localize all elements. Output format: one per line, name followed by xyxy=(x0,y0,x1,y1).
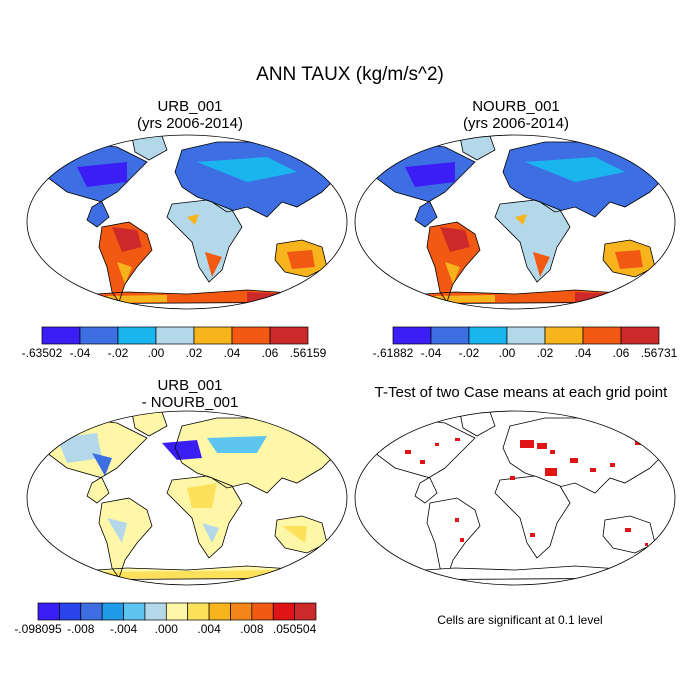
colorbar-tick-label: .02 xyxy=(186,346,203,360)
ttest-note: Cells are significant at 0.1 level xyxy=(437,613,603,627)
colorbar-swatch xyxy=(187,602,210,621)
colorbar-swatch xyxy=(123,602,146,621)
colorbar-tick-label: .56731 xyxy=(641,346,678,360)
colorbar-tick-label: .000 xyxy=(155,622,179,636)
colorbar-swatch xyxy=(165,602,189,621)
panel-title-nourb-line2: (yrs 2006-2014) xyxy=(463,115,569,132)
colorbar-swatch xyxy=(144,602,167,621)
colorbar-swatch xyxy=(272,602,295,621)
colorbar-swatch xyxy=(41,326,81,345)
colorbar-tick-label: .04 xyxy=(575,346,592,360)
colorbar-swatch xyxy=(37,602,60,621)
colorbar-tick-label: .56159 xyxy=(290,346,327,360)
colorbar-tick-label: .004 xyxy=(197,622,221,636)
colorbar-swatch xyxy=(117,326,157,345)
colorbar-swatch xyxy=(59,602,82,621)
colorbar-swatch xyxy=(230,602,253,621)
map-panel-urb xyxy=(37,136,337,304)
panel-title-ttest: T-Test of two Case means at each grid po… xyxy=(374,384,668,401)
colorbar-tick-label: .008 xyxy=(240,622,264,636)
map-outline-nourb xyxy=(354,134,676,310)
panel-title-diff-line1: URB_001 xyxy=(157,377,223,394)
colorbar-tick-label: .06 xyxy=(613,346,630,360)
panel-title-urb: URB_001 (yrs 2006-2014) xyxy=(60,98,320,132)
colorbar-tick-label: -.008 xyxy=(67,622,95,636)
colorbar-swatch xyxy=(208,602,231,621)
colorbar-tick-label: -.61882 xyxy=(373,346,414,360)
panel-title-diff: URB_001 - NOURB_001 xyxy=(60,377,320,411)
panel-title-nourb: NOURB_001 (yrs 2006-2014) xyxy=(386,98,646,132)
colorbar-swatch xyxy=(231,326,271,345)
colorbar-swatch xyxy=(269,326,309,345)
colorbar-swatch xyxy=(582,326,622,345)
colorbar-tick-label: .04 xyxy=(224,346,241,360)
colorbar-swatch xyxy=(468,326,508,345)
colorbar-swatch xyxy=(506,326,546,345)
colorbar-tick-label: -.04 xyxy=(70,346,91,360)
map-outline-urb xyxy=(26,134,348,310)
panel-title-nourb-line1: NOURB_001 xyxy=(472,98,560,115)
colorbar-swatch xyxy=(80,602,103,621)
colorbar-tick-label: -.63502 xyxy=(22,346,63,360)
map-panel-ttest xyxy=(365,412,665,580)
colorbar-tick-label: .02 xyxy=(537,346,554,360)
colorbar-tick-label: -.02 xyxy=(108,346,129,360)
colorbar-nourb: -.61882 -.04 -.02 .00 .02 .04 .06 .56731 xyxy=(373,326,678,360)
colorbar-swatch xyxy=(155,326,195,345)
colorbar-swatch xyxy=(101,602,124,621)
colorbar-swatch xyxy=(544,326,584,345)
colorbar-swatch xyxy=(79,326,119,345)
colorbar-swatch xyxy=(620,326,660,345)
colorbar-tick-label: -.02 xyxy=(459,346,480,360)
colorbar-swatch xyxy=(430,326,470,345)
colorbar-diff: -.098095 -.008 -.004 .000 .004 .008 .050504 xyxy=(14,602,317,636)
colorbar-tick-label: -.098095 xyxy=(14,622,62,636)
panel-title-diff-line2: - NOURB_001 xyxy=(141,394,239,411)
colorbar-tick-label: .00 xyxy=(148,346,165,360)
colorbar-tick-label: -.004 xyxy=(110,622,138,636)
colorbar-swatch xyxy=(294,602,317,621)
colorbar-swatch xyxy=(193,326,233,345)
colorbar-tick-label: .00 xyxy=(499,346,516,360)
colorbar-swatch xyxy=(392,326,432,345)
colorbar-swatch xyxy=(251,602,274,621)
map-panel-diff xyxy=(37,412,337,580)
colorbar-tick-label: .06 xyxy=(262,346,279,360)
colorbar-tick-label: .050504 xyxy=(273,622,317,636)
panel-title-urb-line2: (yrs 2006-2014) xyxy=(137,115,243,132)
main-title: ANN TAUX (kg/m/s^2) xyxy=(256,64,444,85)
map-panel-nourb xyxy=(365,136,665,304)
map-outline-ttest xyxy=(354,410,676,586)
panel-title-urb-line1: URB_001 xyxy=(157,98,223,115)
colorbar-urb: -.63502 -.04 -.02 .00 .02 .04 .06 .56159 xyxy=(22,326,327,360)
colorbar-tick-label: -.04 xyxy=(421,346,442,360)
map-outline-diff xyxy=(26,410,348,586)
